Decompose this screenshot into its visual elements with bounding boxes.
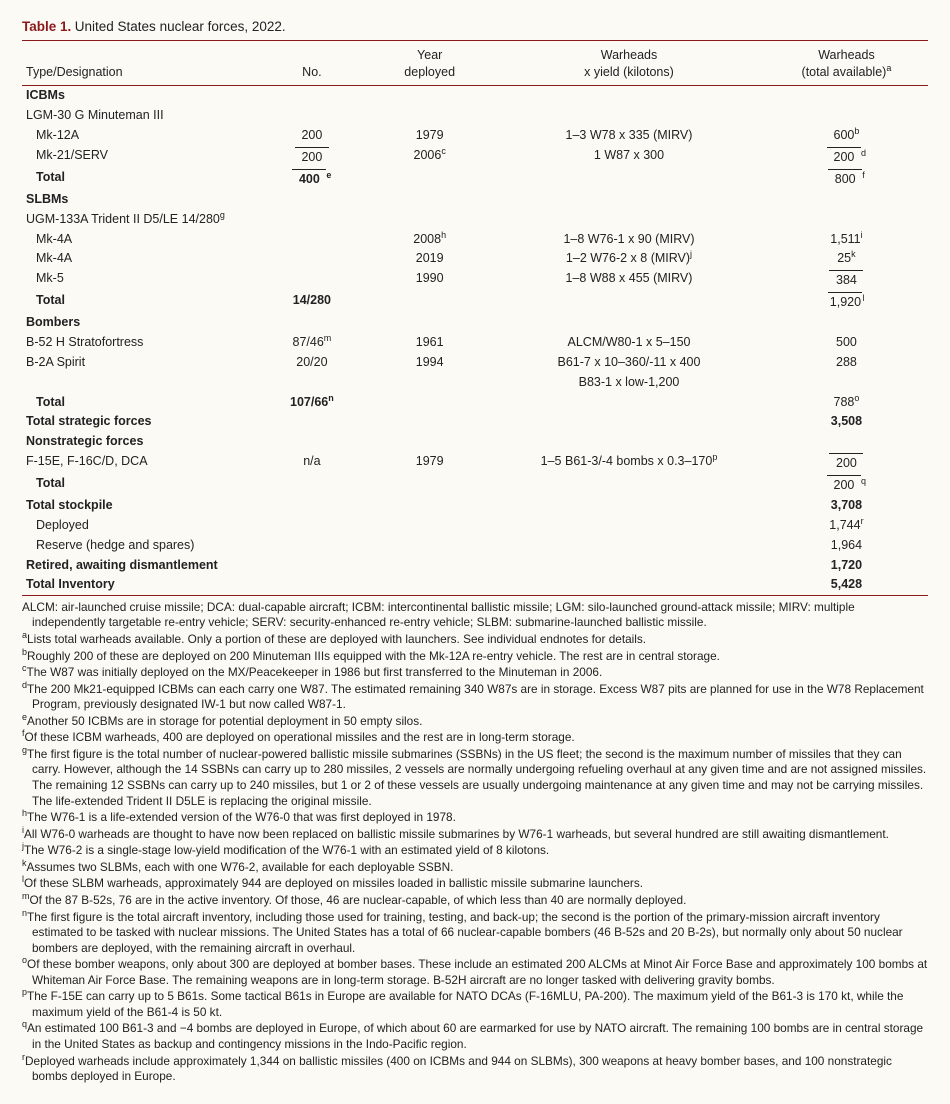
footnote: aLists total warheads available. Only a … xyxy=(22,632,928,648)
table-row: Total Inventory5,428 xyxy=(22,575,928,595)
table-row: Total107/66n788o xyxy=(22,392,928,412)
table-row: Mk-21/SERV2002006c1 W87 x 300200d xyxy=(22,146,928,168)
table-row: Total strategic forces3,508 xyxy=(22,412,928,432)
col-year: Yeardeployed xyxy=(366,41,493,85)
footnote: oOf these bomber weapons, only about 300… xyxy=(22,957,928,988)
col-no: No. xyxy=(258,41,367,85)
table-row: Bombers xyxy=(22,313,928,333)
footnotes: ALCM: air-launched cruise missile; DCA: … xyxy=(22,600,928,1085)
table-row: Nonstrategic forces xyxy=(22,432,928,452)
table-row: Mk-4A2008h1–8 W76-1 x 90 (MIRV)1,511i xyxy=(22,229,928,249)
table-row: Mk-12A20019791–3 W78 x 335 (MIRV)600b xyxy=(22,126,928,146)
footnote: eAnother 50 ICBMs are in storage for pot… xyxy=(22,714,928,730)
bottom-rule xyxy=(22,595,928,596)
footnote: nThe first figure is the total aircraft … xyxy=(22,910,928,957)
table-row: UGM-133A Trident II D5/LE 14/280g xyxy=(22,209,928,229)
table-row: Total200q xyxy=(22,474,928,496)
table-caption: Table 1. United States nuclear forces, 2… xyxy=(22,18,928,36)
col-warheads-total: Warheads(total available)a xyxy=(765,41,928,85)
table-row: F-15E, F-16C/D, DCAn/a19791–5 B61-3/-4 b… xyxy=(22,452,928,474)
footnote: cThe W87 was initially deployed on the M… xyxy=(22,665,928,681)
table-row: SLBMs xyxy=(22,189,928,209)
table-row: B-2A Spirit20/201994B61-7 x 10–360/-11 x… xyxy=(22,352,928,372)
table-row: Deployed1,744r xyxy=(22,515,928,535)
col-warheads-yield: Warheadsx yield (kilotons) xyxy=(493,41,765,85)
footnote: qAn estimated 100 B61-3 and −4 bombs are… xyxy=(22,1021,928,1052)
table-row: Total14/2801,920l xyxy=(22,291,928,313)
data-table: Type/Designation No. Yeardeployed Warhea… xyxy=(22,41,928,595)
footnote: gThe first figure is the total number of… xyxy=(22,747,928,809)
table-row: Mk-519901–8 W88 x 455 (MIRV)384 xyxy=(22,269,928,291)
footnote: dThe 200 Mk21-equipped ICBMs can each ca… xyxy=(22,682,928,713)
table-row: Total stockpile3,708 xyxy=(22,495,928,515)
col-type: Type/Designation xyxy=(22,41,258,85)
table-head: Type/Designation No. Yeardeployed Warhea… xyxy=(22,41,928,85)
table-row: ICBMs xyxy=(22,86,928,106)
footnote: pThe F-15E can carry up to 5 B61s. Some … xyxy=(22,989,928,1020)
footnote: mOf the 87 B-52s, 76 are in the active i… xyxy=(22,893,928,909)
footnote: fOf these ICBM warheads, 400 are deploye… xyxy=(22,730,928,746)
table-row: Retired, awaiting dismantlement1,720 xyxy=(22,555,928,575)
footnote: jThe W76-2 is a single-stage low-yield m… xyxy=(22,843,928,859)
footnote: hThe W76-1 is a life-extended version of… xyxy=(22,810,928,826)
footnote: kAssumes two SLBMs, each with one W76-2,… xyxy=(22,860,928,876)
table-row: LGM-30 G Minuteman III xyxy=(22,106,928,126)
table-title-text: United States nuclear forces, 2022. xyxy=(75,19,286,34)
footnote: rDeployed warheads include approximately… xyxy=(22,1054,928,1085)
table-row: B-52 H Stratofortress87/46m1961ALCM/W80-… xyxy=(22,332,928,352)
footnote: bRoughly 200 of these are deployed on 20… xyxy=(22,649,928,665)
table-label: Table 1. xyxy=(22,19,71,34)
table-row: Total400e800f xyxy=(22,167,928,189)
table-body: ICBMsLGM-30 G Minuteman IIIMk-12A2001979… xyxy=(22,85,928,595)
footnote: iAll W76-0 warheads are thought to have … xyxy=(22,827,928,843)
abbreviations: ALCM: air-launched cruise missile; DCA: … xyxy=(22,600,928,631)
table-row: B83-1 x low-1,200 xyxy=(22,372,928,392)
footnote: lOf these SLBM warheads, approximately 9… xyxy=(22,876,928,892)
table-row: Mk-4A20191–2 W76-2 x 8 (MIRV)j25k xyxy=(22,249,928,269)
table-row: Reserve (hedge and spares)1,964 xyxy=(22,535,928,555)
